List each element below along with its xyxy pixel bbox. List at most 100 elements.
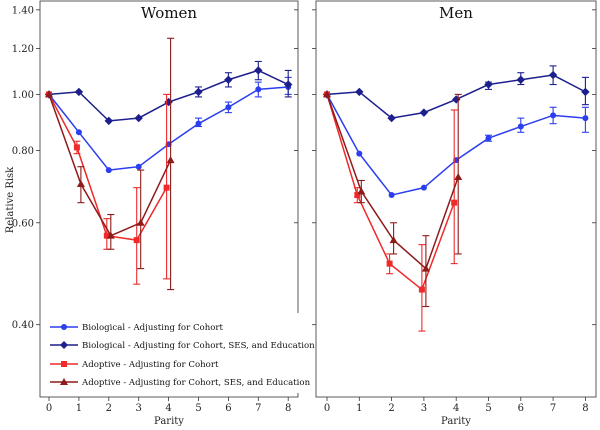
- x-tick-label: 3: [421, 403, 427, 414]
- data-point-circle: [255, 86, 262, 93]
- x-tick-label: 8: [582, 403, 588, 414]
- legend-box: [44, 313, 300, 393]
- data-point-triangle: [454, 172, 463, 180]
- panel-title-women: Women: [141, 4, 198, 22]
- legend-item-adopt-full: Adoptive - Adjusting for Cohort, SES, an…: [50, 378, 311, 388]
- series-men: [322, 65, 590, 332]
- panel-men: Men Parity 0 1 2 3 4 5 6 7 8: [312, 0, 597, 427]
- data-point-diamond: [355, 87, 364, 97]
- data-point-triangle: [136, 218, 145, 226]
- data-point-diamond: [104, 116, 113, 126]
- data-point-triangle: [106, 231, 115, 239]
- legend: Biological - Adjusting for Cohort Biolog…: [44, 313, 315, 393]
- x-axis-label-men: Parity: [441, 416, 471, 427]
- x-tick-label: 2: [106, 403, 112, 414]
- data-point-circle: [420, 184, 427, 191]
- data-point-diamond: [387, 113, 396, 123]
- data-point-triangle: [323, 90, 331, 98]
- data-point-square: [133, 237, 140, 244]
- data-point-diamond: [284, 80, 293, 89]
- x-tick-label: 5: [485, 403, 491, 414]
- data-point-square: [163, 184, 170, 191]
- series-women: [44, 37, 293, 291]
- data-point-diamond: [74, 87, 84, 97]
- data-point-square: [418, 286, 425, 293]
- plot-area-men: [315, 0, 597, 398]
- legend-marker-square: [61, 361, 67, 367]
- data-point-triangle: [166, 156, 175, 164]
- x-tick-label: 1: [76, 403, 82, 414]
- legend-label-bio-full: Biological - Adjusting for Cohort, SES, …: [82, 341, 315, 351]
- data-point-square: [103, 232, 110, 239]
- data-point-circle: [195, 120, 202, 127]
- data-point-circle: [75, 129, 82, 136]
- y-tick-label: 1.00: [12, 90, 34, 101]
- data-point-square: [354, 192, 361, 199]
- data-point-triangle: [389, 236, 398, 244]
- y-tick-label: 1.20: [12, 44, 34, 55]
- x-tick-label: 1: [356, 403, 362, 414]
- legend-item-bio-cohort: Biological - Adjusting for Cohort: [50, 323, 224, 333]
- data-point-circle: [388, 192, 395, 199]
- data-point-diamond: [194, 87, 203, 97]
- data-point-triangle: [76, 180, 85, 188]
- x-axis-label-women: Parity: [154, 416, 184, 427]
- data-point-circle: [105, 167, 112, 174]
- y-axis-label: Relative Risk: [5, 166, 16, 233]
- y-ticks-women: 0.40 0.60 0.80 1.00 1.20 1.40: [12, 5, 298, 331]
- y-tick-label: 0.40: [12, 320, 34, 331]
- data-point-square: [386, 260, 393, 267]
- y-tick-label: 0.80: [12, 146, 34, 157]
- legend-item-bio-full: Biological - Adjusting for Cohort, SES, …: [50, 341, 315, 351]
- legend-label-adopt-cohort: Adoptive - Adjusting for Cohort: [81, 360, 219, 370]
- data-point-diamond: [224, 75, 233, 84]
- legend-item-adopt-cohort: Adoptive - Adjusting for Cohort: [50, 360, 219, 370]
- data-point-diamond: [484, 80, 493, 89]
- y-ticks-men: [312, 9, 596, 326]
- x-ticks-women: 0 1 2 3 4 5 6 7 8: [46, 397, 291, 414]
- data-point-circle: [135, 163, 142, 170]
- x-tick-label: 2: [388, 403, 394, 414]
- data-point-diamond: [581, 87, 590, 97]
- data-point-diamond: [254, 66, 263, 75]
- series-adopt-full-men: [323, 90, 463, 308]
- data-point-triangle: [421, 264, 430, 272]
- x-tick-label: 4: [165, 403, 171, 414]
- data-point-circle: [485, 135, 492, 142]
- data-point-circle: [582, 115, 589, 122]
- x-tick-label: 3: [136, 403, 142, 414]
- data-point-diamond: [134, 113, 143, 123]
- data-point-triangle: [357, 187, 366, 195]
- x-tick-label: 7: [255, 403, 261, 414]
- data-point-circle: [550, 112, 557, 119]
- series-adopt-full-women: [45, 37, 175, 291]
- data-point-circle: [517, 123, 524, 130]
- data-point-diamond: [419, 108, 429, 117]
- x-tick-label: 8: [285, 403, 291, 414]
- data-point-square: [451, 199, 458, 206]
- y-tick-label: 0.60: [12, 218, 34, 229]
- panel-title-men: Men: [439, 4, 473, 22]
- legend-marker-circle: [61, 324, 67, 330]
- y-tick-label: 1.40: [12, 5, 34, 16]
- data-point-square: [73, 144, 80, 151]
- x-ticks-men: 0 1 2 3 4 5 6 7 8: [324, 397, 589, 414]
- data-point-triangle: [45, 90, 53, 98]
- data-point-circle: [356, 150, 363, 157]
- x-tick-label: 6: [225, 403, 231, 414]
- x-tick-label: 7: [550, 403, 556, 414]
- legend-marker-diamond: [60, 341, 68, 349]
- x-tick-label: 0: [324, 403, 330, 414]
- data-point-diamond: [516, 75, 525, 84]
- legend-label-bio-cohort: Biological - Adjusting for Cohort: [82, 323, 224, 333]
- series-bio-full-women: [44, 60, 293, 126]
- legend-label-adopt-full: Adoptive - Adjusting for Cohort, SES, an…: [81, 378, 311, 388]
- x-tick-label: 0: [46, 403, 52, 414]
- data-point-diamond: [548, 70, 558, 80]
- x-tick-label: 5: [195, 403, 201, 414]
- legend-marker-triangle: [60, 378, 68, 385]
- x-tick-label: 4: [453, 403, 459, 414]
- series-bio-cohort-men: [324, 91, 589, 199]
- panel-women: Women Parity 0.40 0.60 0.80 1.00 1.20 1.40 0 1…: [12, 0, 315, 427]
